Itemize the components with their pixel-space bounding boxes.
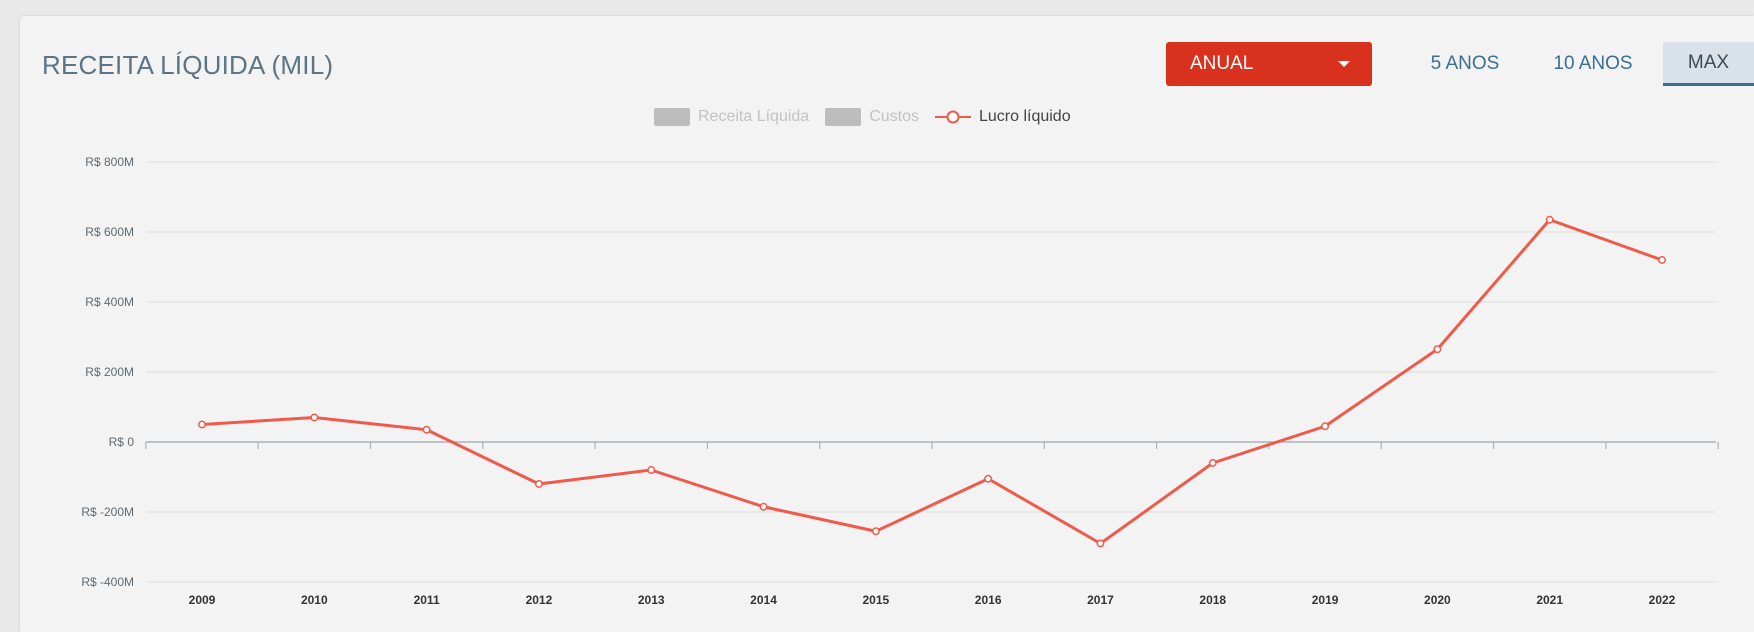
data-point[interactable] bbox=[422, 425, 431, 434]
y-tick-label: R$ 600M bbox=[85, 225, 134, 239]
tab-5-anos[interactable]: 5 ANOS bbox=[1430, 53, 1500, 74]
x-tick-label: 2018 bbox=[1199, 593, 1226, 607]
data-point[interactable] bbox=[647, 466, 656, 474]
x-tick-label: 2010 bbox=[301, 593, 328, 607]
x-tick-label: 2021 bbox=[1536, 593, 1563, 607]
data-point[interactable] bbox=[1208, 459, 1217, 467]
series-line-lucro-liquido bbox=[201, 218, 1663, 545]
tab-max[interactable]: MAX bbox=[1663, 42, 1754, 86]
data-point[interactable] bbox=[1321, 422, 1330, 431]
legend-label-custos: Custos bbox=[869, 108, 919, 125]
x-tick-label: 2016 bbox=[975, 593, 1002, 607]
x-tick-label: 2022 bbox=[1649, 593, 1676, 607]
x-tick-label: 2020 bbox=[1424, 593, 1451, 607]
data-point[interactable] bbox=[1433, 345, 1442, 354]
y-tick-label: R$ 200M bbox=[85, 365, 134, 379]
chart-card: RECEITA LÍQUIDA (MIL) ANUAL 5 ANOS 10 AN… bbox=[20, 16, 1754, 632]
data-point[interactable] bbox=[984, 474, 993, 483]
period-select-label: ANUAL bbox=[1190, 53, 1254, 74]
x-tick-label: 2019 bbox=[1312, 593, 1339, 607]
data-point[interactable] bbox=[871, 527, 880, 536]
chart-title: RECEITA LÍQUIDA (MIL) bbox=[42, 50, 334, 80]
data-point[interactable] bbox=[1096, 539, 1105, 548]
x-tick-label: 2017 bbox=[1087, 593, 1114, 607]
legend-label-lucro: Lucro líquido bbox=[978, 108, 1071, 125]
x-tick-label: 2012 bbox=[526, 593, 553, 607]
x-tick-label: 2013 bbox=[638, 593, 665, 607]
period-select[interactable]: ANUAL bbox=[1166, 42, 1372, 86]
data-point[interactable] bbox=[534, 480, 543, 488]
legend-label-receita: Receita Líquida bbox=[698, 108, 810, 125]
chart-legend: Receita Líquida Custos Lucro líquido bbox=[654, 108, 1087, 126]
legend-item-receita[interactable]: Receita Líquida bbox=[654, 108, 809, 126]
data-point[interactable] bbox=[1658, 256, 1666, 264]
x-tick-label: 2011 bbox=[414, 593, 440, 607]
y-tick-label: R$ -400M bbox=[81, 575, 134, 589]
chevron-down-icon bbox=[1338, 61, 1350, 67]
legend-item-lucro[interactable]: Lucro líquido bbox=[934, 108, 1071, 126]
legend-swatch-custos bbox=[825, 108, 862, 126]
y-tick-label: R$ 0 bbox=[109, 435, 135, 449]
legend-swatch-receita bbox=[654, 108, 690, 126]
y-tick-label: R$ 800M bbox=[85, 155, 134, 169]
legend-line-marker-icon bbox=[934, 110, 971, 124]
y-tick-label: R$ -200M bbox=[81, 505, 134, 519]
tab-10-anos[interactable]: 10 ANOS bbox=[1553, 53, 1633, 74]
data-point[interactable] bbox=[1545, 215, 1554, 224]
x-tick-label: 2015 bbox=[862, 593, 889, 607]
x-tick-label: 2014 bbox=[750, 593, 777, 607]
data-point[interactable] bbox=[198, 420, 206, 429]
y-tick-label: R$ 400M bbox=[85, 295, 134, 309]
data-point[interactable] bbox=[759, 502, 768, 511]
x-tick-label: 2009 bbox=[189, 593, 216, 607]
data-point[interactable] bbox=[310, 413, 319, 422]
legend-item-custos[interactable]: Custos bbox=[825, 108, 919, 126]
